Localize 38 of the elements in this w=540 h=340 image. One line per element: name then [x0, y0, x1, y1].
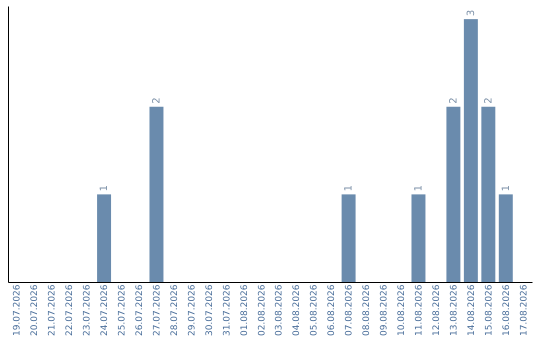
x-tick-label: 16.08.2026 [502, 284, 512, 336]
x-tick-label: 07.08.2026 [344, 284, 355, 336]
data-label: 2 [448, 97, 460, 104]
data-label: 2 [151, 97, 162, 104]
data-label: 1 [500, 185, 512, 192]
x-tick-label: 23.07.2026 [82, 284, 93, 336]
data-label: 1 [99, 185, 110, 192]
x-tick-label: 29.07.2026 [187, 284, 198, 336]
x-tick-label: 24.07.2026 [100, 284, 110, 336]
x-tick-label: 31.07.2026 [222, 284, 232, 336]
x-tick-label: 25.07.2026 [118, 284, 128, 336]
x-tick-label: 12.08.2026 [432, 284, 442, 336]
data-label: 1 [413, 185, 424, 192]
x-tick-label: 21.07.2026 [48, 284, 58, 336]
x-tick-label: 26.07.2026 [135, 284, 145, 336]
x-tick-label: 09.08.2026 [380, 284, 390, 336]
data-label: 3 [466, 10, 477, 16]
x-tick-label: 03.08.2026 [274, 284, 285, 336]
x-tick-label: 22.07.2026 [65, 284, 76, 336]
x-tick-label: 28.07.2026 [170, 284, 180, 336]
x-tick-label: 10.08.2026 [397, 284, 407, 336]
x-tick-label: 20.07.2026 [30, 284, 40, 336]
x-tick-label: 14.08.2026 [466, 284, 477, 336]
x-tick-label: 11.08.2026 [414, 284, 424, 336]
x-tick-label: 05.08.2026 [310, 284, 320, 336]
x-tick-label: 17.08.2026 [519, 284, 530, 336]
x-tick-label: 08.08.2026 [362, 284, 372, 336]
x-tick-label: 04.08.2026 [292, 284, 302, 336]
x-tick-label: 15.08.2026 [484, 284, 494, 336]
x-tick-label: 02.08.2026 [257, 284, 268, 336]
x-tick-label: 01.08.2026 [240, 284, 250, 336]
x-tick-label: 06.08.2026 [327, 284, 338, 336]
x-tick-label: 19.07.2026 [12, 284, 23, 336]
x-tick-label: 13.08.2026 [449, 284, 460, 336]
x-tick-label: 30.07.2026 [204, 284, 215, 336]
x-tick-label: 27.07.2026 [152, 284, 162, 336]
data-label: 1 [344, 185, 355, 192]
data-label: 2 [483, 97, 494, 104]
